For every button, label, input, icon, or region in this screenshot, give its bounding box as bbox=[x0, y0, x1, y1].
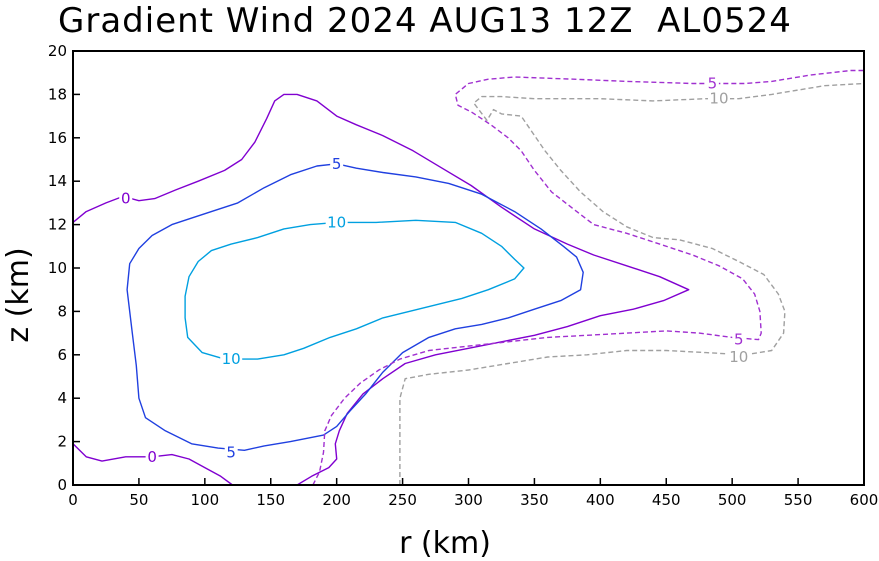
y-axis-label: z (km) bbox=[1, 247, 36, 342]
contour-line-solid-10 bbox=[184, 219, 525, 360]
y-tick-label: 4 bbox=[57, 389, 67, 407]
x-tick-label: 600 bbox=[850, 491, 879, 509]
axis-ticks: 0 50 100 150 200 250 300 350 400 450 500 550 6000246… bbox=[48, 42, 878, 509]
x-tick-label: 350 bbox=[520, 491, 549, 509]
contour-line-solid-0 bbox=[72, 443, 233, 486]
y-tick-label: 20 bbox=[48, 42, 67, 60]
contour-label: 5 bbox=[708, 75, 718, 93]
contour-label: 5 bbox=[734, 331, 744, 349]
contour-label-background bbox=[330, 154, 344, 172]
x-tick-label: 100 bbox=[191, 491, 220, 509]
contour-label: 10 bbox=[222, 350, 241, 368]
contour-label-background bbox=[732, 330, 746, 348]
contour-label: 10 bbox=[709, 90, 728, 108]
contour-label-background bbox=[220, 350, 243, 368]
contour-label: 5 bbox=[332, 155, 342, 173]
x-tick-label: 0 bbox=[68, 491, 78, 509]
contour-line-solid-0 bbox=[72, 93, 690, 486]
x-tick-label: 500 bbox=[718, 491, 747, 509]
contour-label: 0 bbox=[147, 448, 157, 466]
contour-label: 5 bbox=[226, 443, 236, 461]
contour-label-background bbox=[224, 443, 238, 461]
chart-title: Gradient Wind 2024 AUG13 12Z AL0524 bbox=[58, 1, 792, 41]
contour-label-background bbox=[705, 74, 719, 92]
plot-frame bbox=[72, 50, 865, 486]
x-tick-label: 400 bbox=[586, 491, 615, 509]
x-axis-label: r (km) bbox=[399, 526, 491, 561]
y-tick-label: 16 bbox=[48, 129, 67, 147]
contour-label: 10 bbox=[729, 348, 748, 366]
contour-label-background bbox=[145, 447, 159, 465]
y-tick-label: 0 bbox=[57, 476, 67, 494]
x-tick-label: 250 bbox=[388, 491, 417, 509]
y-tick-label: 6 bbox=[57, 346, 67, 364]
x-tick-label: 50 bbox=[129, 491, 148, 509]
contour-line-solid-5 bbox=[126, 163, 584, 451]
contour-label-background bbox=[119, 189, 133, 207]
contour-label-background bbox=[727, 347, 750, 365]
x-tick-label: 300 bbox=[454, 491, 483, 509]
contour-label-background bbox=[325, 213, 348, 231]
contour-line-dashed-5 bbox=[312, 69, 864, 486]
contour-layer bbox=[72, 69, 865, 486]
y-tick-label: 14 bbox=[48, 172, 67, 190]
x-tick-label: 450 bbox=[652, 491, 681, 509]
y-tick-label: 8 bbox=[57, 302, 67, 320]
x-tick-label: 200 bbox=[322, 491, 351, 509]
x-tick-label: 550 bbox=[784, 491, 813, 509]
x-tick-label: 150 bbox=[256, 491, 285, 509]
contour-line-dashed-10 bbox=[399, 82, 865, 485]
y-tick-label: 18 bbox=[48, 85, 67, 103]
y-tick-label: 2 bbox=[57, 433, 67, 451]
contour-label-background bbox=[707, 89, 730, 107]
y-tick-label: 10 bbox=[48, 259, 67, 277]
y-tick-label: 12 bbox=[48, 216, 67, 234]
contour-label: 10 bbox=[327, 213, 346, 231]
contour-label: 0 bbox=[121, 190, 131, 208]
